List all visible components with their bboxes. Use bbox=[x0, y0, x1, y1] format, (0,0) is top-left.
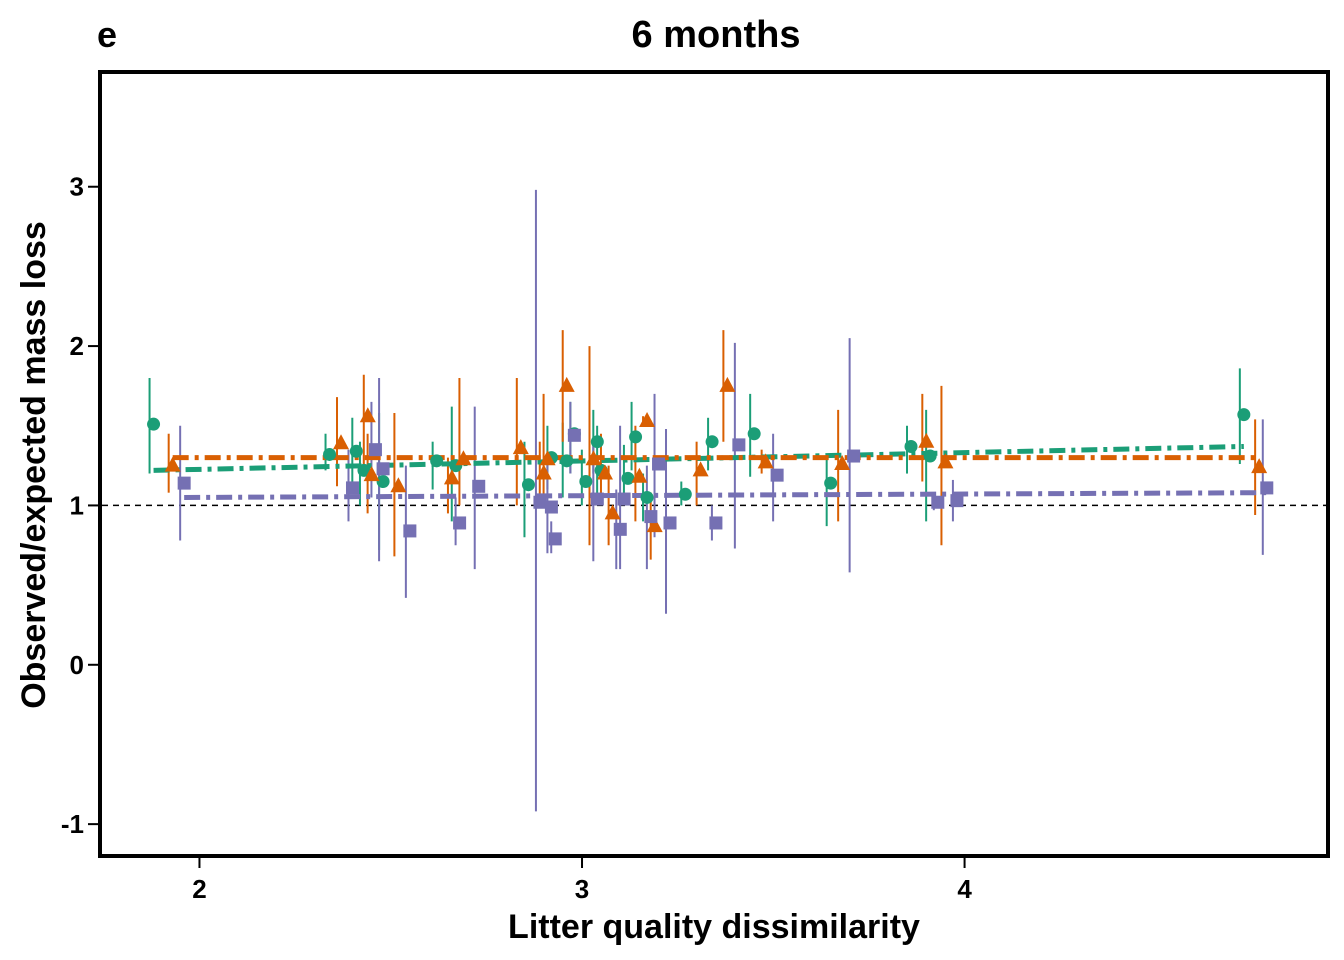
fit-line bbox=[184, 490, 1267, 500]
data-point-circle bbox=[560, 454, 574, 468]
y-tick-label: 3 bbox=[70, 172, 84, 202]
data-point-triangle bbox=[692, 461, 709, 477]
data-point-square bbox=[613, 522, 627, 536]
data-point-circle bbox=[904, 439, 918, 453]
data-point-square bbox=[663, 516, 677, 530]
data-point-circle bbox=[147, 417, 161, 431]
data-point-triangle bbox=[918, 432, 935, 448]
data-point-triangle bbox=[757, 453, 774, 469]
data-point-circle bbox=[349, 444, 363, 458]
data-point-circle bbox=[1237, 408, 1251, 422]
data-point-square bbox=[472, 479, 486, 493]
data-point-triangle bbox=[359, 407, 376, 423]
data-point-triangle bbox=[937, 453, 954, 469]
data-point-circle bbox=[824, 476, 838, 490]
data-point-square bbox=[453, 516, 467, 530]
data-point-square bbox=[950, 494, 964, 508]
data-point-circle bbox=[621, 471, 635, 485]
data-point-square bbox=[770, 468, 784, 482]
data-point-triangle bbox=[639, 411, 656, 427]
data-point-triangle bbox=[1251, 458, 1268, 474]
y-tick-label: 1 bbox=[70, 490, 84, 520]
data-point-triangle bbox=[585, 450, 602, 466]
data-point-triangle bbox=[604, 504, 621, 520]
x-axis: 2 3 4 bbox=[192, 858, 972, 904]
x-tick-label: 4 bbox=[957, 874, 972, 904]
y-axis: -1 0 1 2 3 bbox=[61, 172, 98, 839]
data-point-circle bbox=[376, 475, 390, 489]
data-point-triangle bbox=[596, 464, 613, 480]
data-point-square bbox=[931, 495, 945, 509]
data-point-circle bbox=[323, 447, 337, 461]
data-point-square bbox=[345, 481, 359, 495]
data-point-circle bbox=[579, 475, 593, 489]
data-point-square bbox=[1260, 481, 1274, 495]
chart-title: 6 months bbox=[632, 14, 801, 56]
data-point-triangle bbox=[455, 450, 472, 466]
x-axis-label: Litter quality dissimilarity bbox=[508, 908, 920, 946]
data-point-square bbox=[376, 462, 390, 476]
data-point-circle bbox=[747, 427, 761, 441]
data-point-circle bbox=[705, 435, 719, 449]
x-tick-label: 3 bbox=[575, 874, 589, 904]
data-point-circle bbox=[430, 454, 444, 468]
panel-label: e bbox=[97, 14, 117, 55]
data-point-triangle bbox=[390, 477, 407, 493]
data-point-circle bbox=[357, 463, 371, 477]
y-tick-label: -1 bbox=[61, 809, 84, 839]
data-point-triangle bbox=[363, 466, 380, 482]
data-point-square bbox=[709, 516, 723, 530]
data-point-square bbox=[403, 524, 417, 538]
data-point-circle bbox=[678, 487, 692, 501]
data-point-square bbox=[644, 510, 658, 524]
data-point-triangle bbox=[558, 376, 575, 392]
data-point-triangle bbox=[164, 456, 181, 472]
data-point-square bbox=[177, 476, 191, 490]
data-point-triangle bbox=[834, 455, 851, 470]
y-tick-label: 2 bbox=[70, 331, 84, 361]
data-point-square bbox=[652, 457, 666, 471]
data-point-circle bbox=[640, 490, 654, 504]
data-point-square bbox=[533, 495, 547, 509]
data-point-triangle bbox=[512, 439, 529, 455]
x-tick-label: 2 bbox=[192, 874, 206, 904]
data-point-square bbox=[548, 532, 562, 546]
data-point-square bbox=[590, 492, 604, 506]
y-tick-label: 0 bbox=[70, 650, 84, 680]
data-point-circle bbox=[521, 478, 535, 492]
data-point-square bbox=[617, 492, 631, 506]
data-point-square bbox=[544, 500, 558, 514]
data-point-circle bbox=[629, 430, 643, 444]
data-point-triangle bbox=[333, 434, 350, 450]
data-point-triangle bbox=[631, 467, 648, 483]
plot-area bbox=[102, 189, 1326, 812]
data-point-triangle bbox=[719, 376, 736, 392]
data-point-square bbox=[732, 438, 746, 452]
data-point-triangle bbox=[646, 517, 663, 533]
data-point-square bbox=[847, 449, 861, 463]
plot-frame bbox=[98, 70, 1330, 858]
y-axis-label: Observed/expected mass loss bbox=[15, 221, 53, 709]
data-point-square bbox=[567, 428, 581, 442]
data-point-triangle bbox=[535, 464, 552, 480]
data-point-triangle bbox=[539, 450, 556, 466]
data-point-circle bbox=[923, 449, 937, 463]
data-point-circle bbox=[590, 435, 604, 449]
data-point-square bbox=[368, 443, 382, 457]
data-point-triangle bbox=[443, 469, 460, 485]
